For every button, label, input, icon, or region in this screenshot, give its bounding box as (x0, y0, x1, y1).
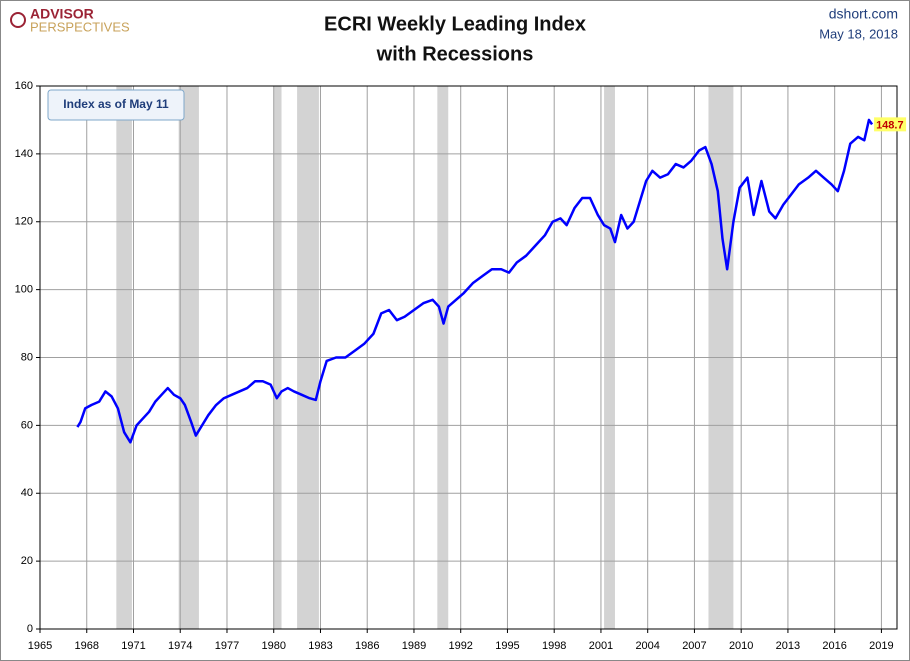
data-line (76, 118, 874, 444)
y-tick-label: 120 (15, 216, 33, 228)
x-tick-label: 1965 (28, 640, 52, 652)
logo-text: PERSPECTIVES (30, 19, 130, 34)
end-label-bg (874, 117, 907, 132)
x-tick-label: 2007 (682, 640, 706, 652)
x-tick-label: 1992 (448, 640, 472, 652)
x-tick-label: 2016 (822, 640, 846, 652)
x-tick-label: 1971 (121, 640, 145, 652)
y-tick-label: 80 (21, 351, 33, 363)
y-tick-label: 160 (15, 80, 33, 92)
x-tick-label: 2010 (729, 640, 753, 652)
x-tick-label: 1989 (402, 640, 426, 652)
x-tick-label: 2019 (869, 640, 893, 652)
y-tick-label: 100 (15, 284, 33, 296)
x-tick-label: 2004 (635, 640, 659, 652)
chart-title: ECRI Weekly Leading Index (324, 13, 586, 35)
x-tick-label: 1977 (215, 640, 239, 652)
x-tick-label: 2013 (776, 640, 800, 652)
x-tick-label: 1995 (495, 640, 519, 652)
plot-border (39, 85, 898, 630)
x-tick-label: 1980 (261, 640, 285, 652)
end-label: 148.7 (876, 119, 904, 131)
annotation: Index as of May 11 (63, 97, 169, 111)
y-tick-label: 40 (21, 487, 33, 499)
logo-icon (10, 12, 26, 28)
y-tick-label: 60 (21, 419, 33, 431)
x-tick-label: 1998 (542, 640, 566, 652)
x-tick-label: 1974 (168, 640, 192, 652)
logo-text: ADVISOR (30, 6, 94, 22)
chart-subtitle: with Recessions (376, 43, 534, 65)
x-tick-label: 1983 (308, 640, 332, 652)
x-tick-label: 2001 (589, 640, 613, 652)
y-tick-label: 140 (15, 148, 33, 160)
date: May 18, 2018 (819, 26, 898, 41)
y-tick-label: 20 (21, 555, 33, 567)
x-tick-label: 1986 (355, 640, 379, 652)
x-tick-label: 1968 (75, 640, 99, 652)
annotation-box (47, 89, 185, 121)
source: dshort.com (829, 6, 898, 22)
y-tick-label: 0 (27, 623, 33, 635)
